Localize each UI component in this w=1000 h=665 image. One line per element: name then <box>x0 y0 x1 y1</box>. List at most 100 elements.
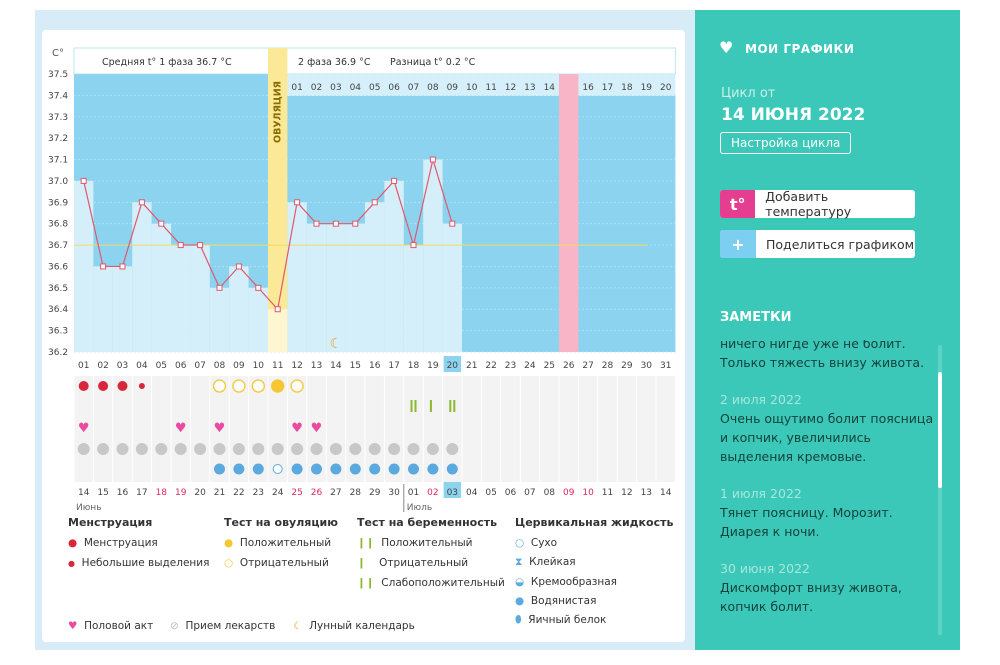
top-day-number: 09 <box>447 83 459 93</box>
date-number: 14 <box>660 488 672 498</box>
legend-ov-pos-label: Положительный <box>239 537 332 549</box>
moon-icon: ☾ <box>330 336 343 352</box>
share-chart-button[interactable]: + Поделиться графиком <box>720 230 915 258</box>
date-number: 25 <box>291 488 302 498</box>
date-number: 16 <box>117 488 129 498</box>
ovulation-column <box>268 48 288 352</box>
blood-drop-icon <box>98 381 109 391</box>
date-number: 08 <box>544 488 556 498</box>
cycle-settings-button[interactable]: Настройка цикла <box>720 132 852 154</box>
legend-moon-label: Лунный календарь <box>309 620 415 632</box>
notes-scrollbar[interactable] <box>938 345 942 635</box>
date-number: 04 <box>466 488 478 498</box>
plot-area-top <box>74 74 268 96</box>
temperature-bar <box>112 266 133 352</box>
temperature-bar <box>365 202 385 352</box>
month-label: Июль <box>407 503 432 513</box>
top-day-number: 17 <box>602 83 613 93</box>
date-number: 05 <box>485 488 496 498</box>
ovulation-positive-icon: ● <box>224 537 234 549</box>
date-number: 27 <box>330 488 341 498</box>
moon-icon: ☾ <box>293 620 303 632</box>
top-day-number: 14 <box>544 83 556 93</box>
legend-ovulation-heading: Тест на овуляцию <box>224 516 338 529</box>
note-text: Только тяжесть внизу живота. <box>720 355 925 370</box>
cervical-fluid-icon <box>272 464 283 474</box>
cervical-fluid-icon <box>233 463 245 475</box>
cervical-fluid-icon <box>311 463 322 475</box>
day-number: 25 <box>544 361 555 371</box>
date-number: 20 <box>194 488 206 498</box>
day-number: 30 <box>641 361 653 371</box>
legend-pregnancy-heading: Тест на беременность <box>357 516 498 529</box>
y-tick-label: 36.4 <box>48 305 68 315</box>
legend-spotting-label: Небольшие выделения <box>81 557 210 569</box>
day-number: 14 <box>330 361 342 371</box>
day-number: 05 <box>156 361 167 371</box>
my-charts-heading[interactable]: ♥ МОИ ГРАФИКИ <box>719 38 854 57</box>
add-temperature-button[interactable]: t° Добавить температуру <box>720 189 915 219</box>
pill-icon <box>97 443 110 455</box>
notes-list[interactable]: ничего нигде уже не болит. Только тяжест… <box>720 340 935 640</box>
top-day-number: 05 <box>369 83 380 93</box>
ovulation-negative-icon <box>251 379 265 393</box>
temperature-point <box>274 306 281 313</box>
pill-icon <box>135 443 148 455</box>
top-day-number: 18 <box>621 83 633 93</box>
top-day-row <box>287 74 676 96</box>
legend-preg-pos-label: Положительный <box>381 537 473 549</box>
legend-menstruation-heading: Менструация <box>68 516 153 529</box>
day-number: 02 <box>97 361 108 371</box>
notes-scroll-thumb[interactable] <box>938 372 942 488</box>
heart-icon: ♥ <box>68 620 78 632</box>
temperature-point <box>313 220 320 227</box>
day-number: 17 <box>388 361 399 371</box>
day-number: 11 <box>272 361 283 371</box>
top-day-number: 01 <box>291 83 302 93</box>
day-number: 24 <box>524 361 536 371</box>
pill-icon <box>271 443 284 455</box>
temperature-bar <box>209 287 230 352</box>
temperature-point <box>177 242 184 249</box>
legend-cerv-egg-label: Яичный белок <box>528 614 607 626</box>
heart-icon: ♥ <box>175 421 187 436</box>
y-tick-label: 36.3 <box>48 327 68 337</box>
day-number: 19 <box>427 361 439 371</box>
temperature-bar <box>423 159 443 352</box>
share-chart-label: Поделиться графиком <box>766 236 915 252</box>
highlight-column <box>559 74 579 352</box>
temperature-point <box>352 220 359 227</box>
phase1-avg: Средняя t° 1 фаза 36.7 °C <box>102 57 232 68</box>
pill-icon <box>368 443 381 455</box>
note-text: Тянет поясницу. Морозит. Диарея к ночи. <box>720 505 893 539</box>
heart-icon: ♥ <box>311 421 323 436</box>
legend-cervical: Цервикальная жидкость ○ Сухо ⧗ Клейкая ◒… <box>515 516 673 627</box>
blood-drop-icon <box>78 381 89 391</box>
day-number: 15 <box>350 361 361 371</box>
date-number: 24 <box>272 488 284 498</box>
day-number: 21 <box>466 361 477 371</box>
current-date-marker <box>443 482 461 498</box>
legend-meds-label: Прием лекарств <box>185 620 276 632</box>
date-number: 10 <box>582 488 594 498</box>
temperature-bar <box>248 287 268 352</box>
day-number: 26 <box>563 361 575 371</box>
y-tick-label: 37.0 <box>48 177 68 187</box>
temperature-point <box>119 263 126 270</box>
temperature-bar <box>326 223 346 352</box>
temperature-point <box>158 220 165 227</box>
legend-cerv-watery-label: Водянистая <box>530 595 597 607</box>
day-number: 06 <box>175 361 187 371</box>
cervical-fluid-icon <box>291 463 303 475</box>
plus-icon: + <box>720 230 756 258</box>
pregnancy-test-icon <box>449 400 452 412</box>
legend-sex: ♥ Половой акт <box>68 620 153 632</box>
date-number: 19 <box>175 488 187 498</box>
day-number: 18 <box>408 361 420 371</box>
legend-pregnancy: Тест на беременность ❙❙ Положительный ❙ … <box>357 516 505 589</box>
day-number: 03 <box>117 361 128 371</box>
temperature-point <box>255 284 262 291</box>
cervical-fluid-icon <box>214 463 225 475</box>
pill-icon <box>77 443 90 455</box>
